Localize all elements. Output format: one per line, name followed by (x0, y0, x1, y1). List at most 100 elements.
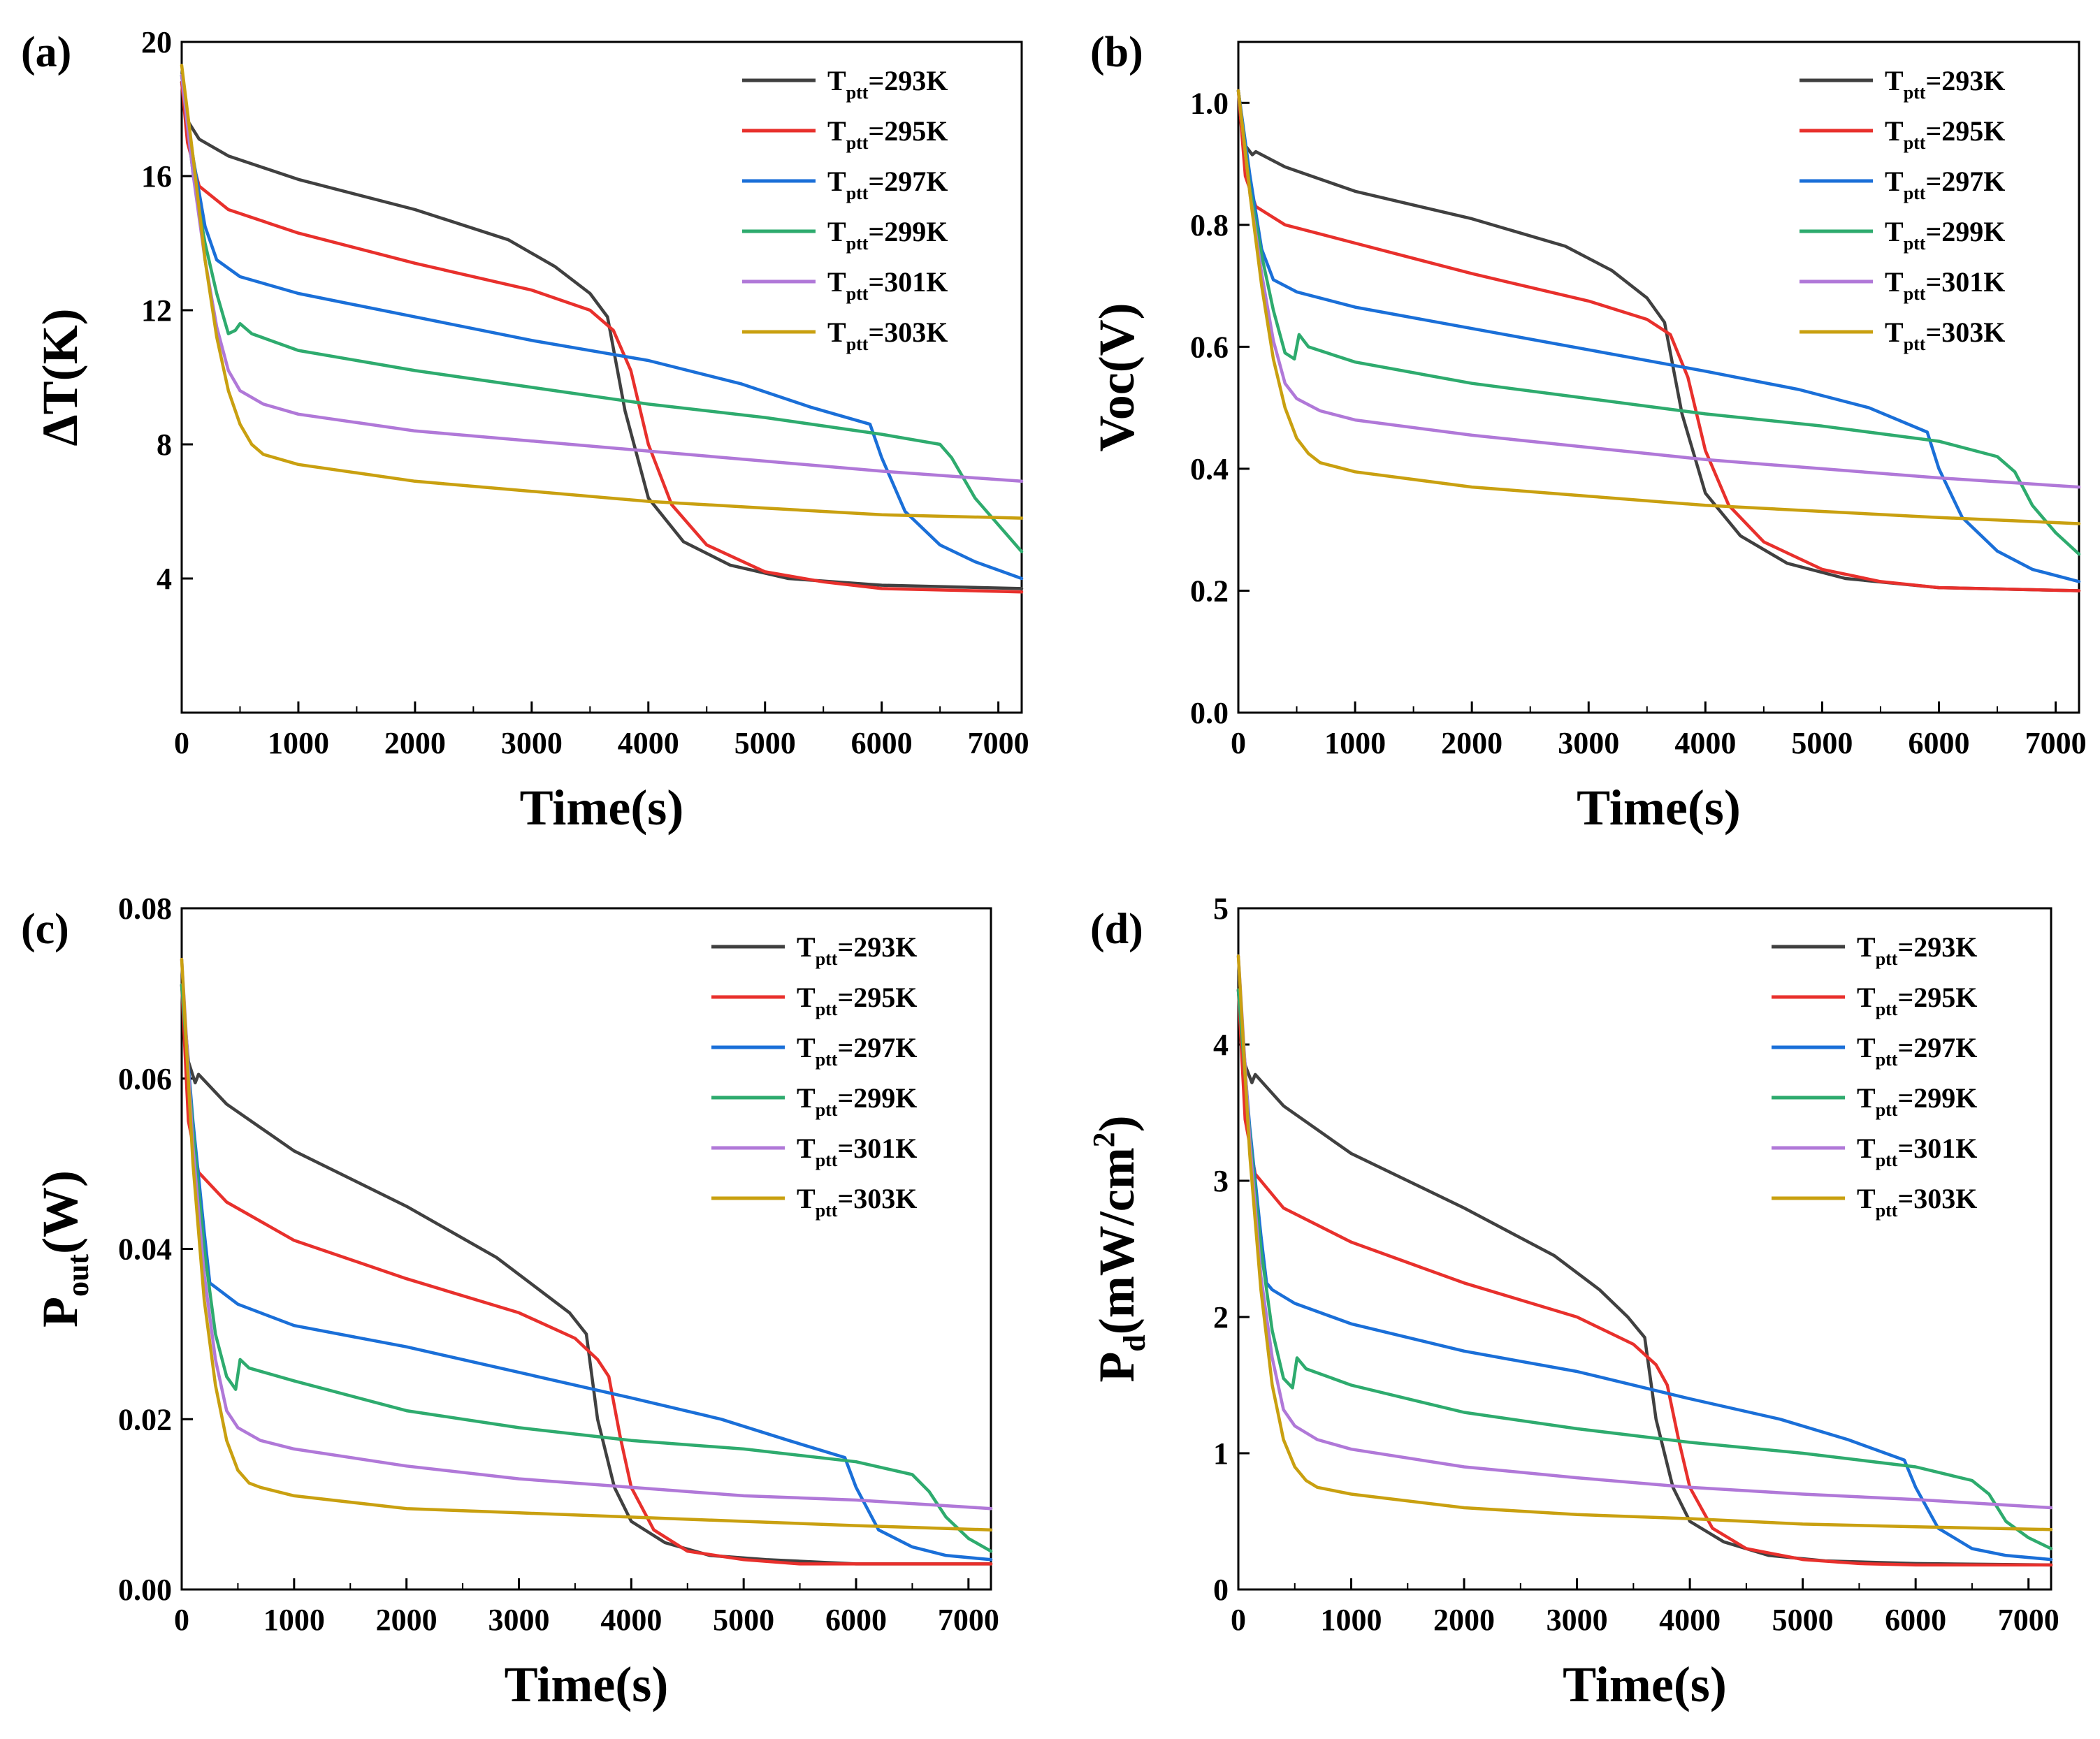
legend-entry-4: Tptt=301K (711, 1133, 917, 1170)
x-tick-label: 0 (174, 726, 189, 760)
series-line-0 (1236, 89, 2081, 592)
x-tick-label: 4000 (1659, 1603, 1721, 1637)
x-tick-label: 7000 (968, 726, 1029, 760)
panels: (a)0 1000 2000 3000 4000 5000 6000 700048121620… (21, 25, 2087, 1712)
legend-label: Tptt=299K (797, 1082, 917, 1120)
legend-label: Tptt=295K (797, 982, 917, 1019)
legend-label: Tptt=299K (827, 216, 948, 254)
x-tick-label: 2000 (1441, 726, 1502, 760)
legend-label: Tptt=295K (1885, 115, 2005, 153)
x-tick-label: 3000 (1547, 1603, 1608, 1637)
legend-label: Tptt=303K (1857, 1183, 1977, 1221)
panel-1: (b) 0 1000 2000 3000 4000 5000 6000 7000 0.0 0.2 0.… (1089, 29, 2087, 836)
y-tick-label: 12 (141, 293, 172, 328)
legend-label: Tptt=301K (827, 266, 948, 304)
series-line-0 (1236, 988, 2053, 1567)
y-tick-label: 0.4 (1190, 452, 1229, 486)
legend-entry-3: Tptt=299K (711, 1082, 917, 1120)
y-tick-label: 4 (157, 562, 172, 596)
y-tick-label: 0.0 (1190, 696, 1229, 730)
series-line-3 (1236, 89, 2081, 556)
y-tick-label: 0.6 (1190, 330, 1229, 364)
legend-entry-1: Tptt=295K (1800, 115, 2005, 153)
series-line-5 (1236, 89, 2081, 525)
legend-entry-5: Tptt=303K (1800, 316, 2005, 354)
series-line-1 (1236, 988, 2053, 1567)
y-tick-label: 0.08 (118, 892, 172, 926)
legend-label: Tptt=297K (797, 1032, 917, 1070)
y-tick-label: 0 (1213, 1573, 1229, 1607)
y-tick-label: 8 (157, 428, 172, 462)
series-line-3 (180, 983, 993, 1553)
series-line-5 (180, 957, 993, 1531)
legend-entry-2: Tptt=297K (742, 166, 948, 203)
legend-label: Tptt=303K (1885, 316, 2005, 354)
series-line-3 (1236, 988, 2053, 1550)
x-tick-label: 3000 (1558, 726, 1619, 760)
y-tick-label: 0.8 (1190, 208, 1229, 242)
legend-entry-3: Tptt=299K (1800, 216, 2005, 254)
panel-0: (a) 0 1000 2000 3000 4000 5000 6000 7000 4 8 12 16 20… (21, 25, 1029, 836)
y-tick-label: 3 (1213, 1164, 1229, 1198)
legend-label: Tptt=293K (797, 931, 917, 969)
legend-label: Tptt=295K (1857, 982, 1977, 1019)
panel-2: (c) 0 1000 2000 3000 4000 5000 6000 7000 0.00 0.02… (21, 892, 999, 1712)
x-tick-label: 0 (174, 1603, 189, 1637)
x-tick-label: 6000 (1885, 1603, 1946, 1637)
legend-entry-1: Tptt=295K (711, 982, 917, 1019)
x-tick-label: 3000 (488, 1603, 550, 1637)
legend-entry-5: Tptt=303K (742, 316, 948, 354)
legend-entry-3: Tptt=299K (1772, 1082, 1977, 1120)
x-tick-label: 1000 (263, 1603, 325, 1637)
x-axis-title: Time(s) (1577, 780, 1741, 836)
legend-label: Tptt=301K (797, 1133, 917, 1170)
x-tick-label: 5000 (1791, 726, 1853, 760)
panel-label: (b) (1090, 29, 1143, 76)
plot-frame (1237, 41, 2080, 714)
series-line-4 (1236, 89, 2081, 489)
legend-entry-0: Tptt=293K (742, 65, 948, 103)
y-tick-label: 0.06 (118, 1062, 172, 1096)
y-axis-title: ΔT(K) (32, 308, 88, 446)
x-tick-label: 2000 (376, 1603, 437, 1637)
legend-label: Tptt=301K (1857, 1133, 1977, 1170)
x-tick-label: 5000 (734, 726, 796, 760)
legend-entry-2: Tptt=297K (711, 1032, 917, 1070)
y-axis-title: Voc(V) (1089, 303, 1145, 451)
series-line-2 (180, 983, 993, 1562)
panel-label: (d) (1090, 905, 1143, 953)
legend-entry-4: Tptt=301K (1772, 1133, 1977, 1170)
panel-3: (d) 0 1000 2000 3000 4000 5000 6000 7000 0 1 2 3 4 5 Ti… (1087, 892, 2059, 1712)
plot-frame (1237, 907, 2052, 1591)
x-tick-label: 5000 (1772, 1603, 1834, 1637)
legend-entry-5: Tptt=303K (711, 1183, 917, 1221)
plot-frame (180, 41, 1023, 714)
series-line-4 (180, 957, 993, 1511)
x-tick-label: 4000 (600, 1603, 662, 1637)
x-tick-label: 1000 (1321, 1603, 1382, 1637)
series-line-5 (180, 64, 1024, 520)
legend-entry-3: Tptt=299K (742, 216, 948, 254)
x-axis-title: Time(s) (505, 1657, 669, 1712)
legend-entry-1: Tptt=295K (1772, 982, 1977, 1019)
x-tick-label: 2000 (1433, 1603, 1495, 1637)
x-tick-label: 0 (1231, 1603, 1246, 1637)
legend-label: Tptt=293K (827, 65, 948, 103)
legend-entry-5: Tptt=303K (1772, 1183, 1977, 1221)
series-line-1 (180, 983, 993, 1566)
series-line-2 (180, 73, 1024, 581)
series-line-0 (180, 983, 993, 1566)
y-tick-label: 1.0 (1190, 86, 1229, 120)
legend-label: Tptt=299K (1857, 1082, 1977, 1120)
legend-label: Tptt=293K (1885, 65, 2005, 103)
x-tick-label: 7000 (1998, 1603, 2059, 1637)
legend-label: Tptt=303K (827, 316, 948, 354)
legend-entry-4: Tptt=301K (1800, 266, 2005, 304)
y-tick-label: 0.02 (118, 1402, 172, 1436)
x-tick-label: 3000 (501, 726, 563, 760)
y-tick-label: 0.00 (118, 1573, 172, 1607)
y-tick-label: 1 (1213, 1436, 1229, 1471)
legend-label: Tptt=303K (797, 1183, 917, 1221)
legend-label: Tptt=299K (1885, 216, 2005, 254)
